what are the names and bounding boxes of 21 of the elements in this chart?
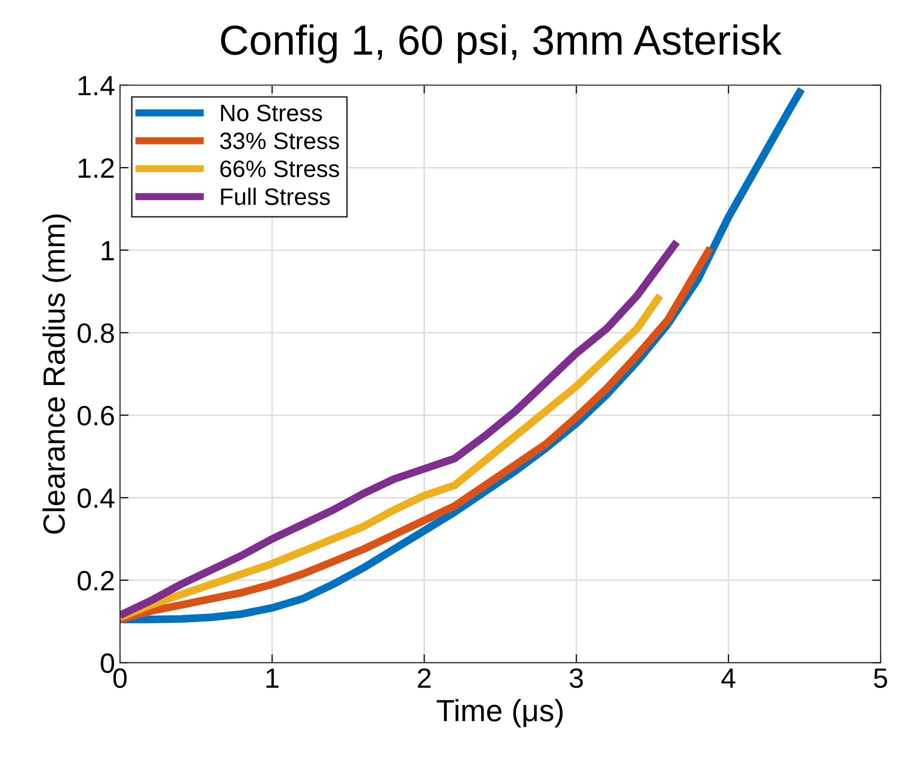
y-tick-label: 0 <box>100 653 114 674</box>
chart-title: Config 1, 60 psi, 3mm Asterisk <box>221 24 782 64</box>
x-tick-label: 5 <box>874 668 888 688</box>
x-tick-label: 4 <box>721 668 736 688</box>
y-tick-label: 1.4 <box>78 76 114 96</box>
x-axis-title: Time (μs) <box>436 699 563 728</box>
y-tick-label: 0.2 <box>78 570 114 591</box>
x-tick-label: 1 <box>266 668 278 688</box>
y-axis-title: Clearance Radius (mm) <box>42 214 71 534</box>
legend-label: 66% Stress <box>220 160 340 178</box>
y-tick-label: 1 <box>102 241 114 260</box>
y-tick-label: 0.4 <box>78 488 114 508</box>
y-tick-label: 0.8 <box>78 323 114 343</box>
x-tick-label: 2 <box>418 668 431 688</box>
x-tick-label: 3 <box>570 668 583 688</box>
y-tick-label: 0.6 <box>78 406 114 426</box>
legend-label: Full Stress <box>221 188 330 206</box>
x-tick-label: 0 <box>113 668 127 688</box>
legend-label: 33% Stress <box>220 132 340 150</box>
y-tick-label: 1.2 <box>78 158 114 178</box>
legend-label: No Stress <box>221 104 322 122</box>
